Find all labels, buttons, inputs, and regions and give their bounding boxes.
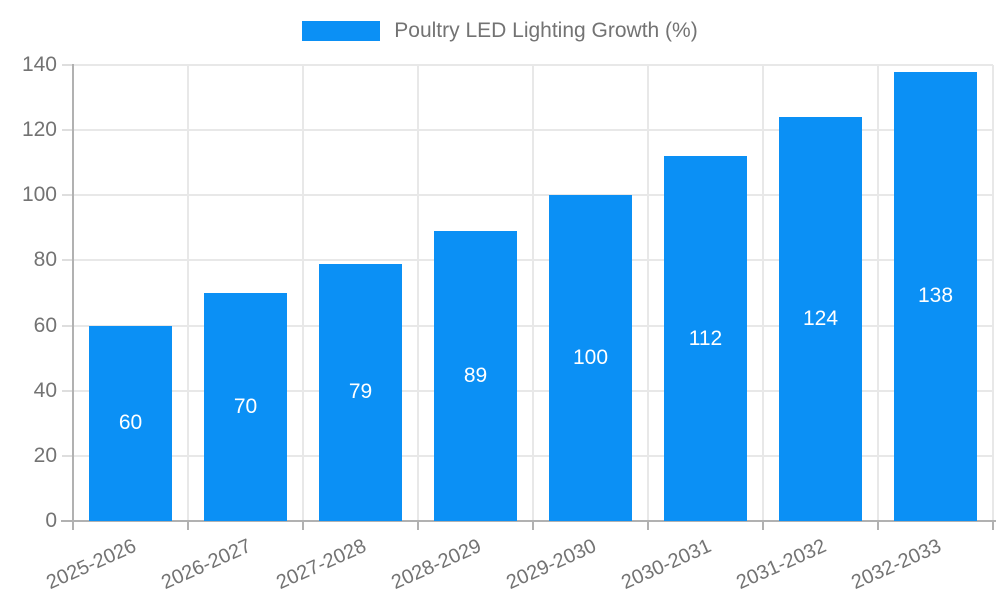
y-axis-line (72, 64, 74, 530)
x-gridline (187, 65, 189, 521)
y-axis-label: 100 (21, 183, 57, 207)
bar-value-label: 70 (233, 395, 258, 418)
bar-value-label: 100 (572, 346, 609, 370)
bar[interactable]: 124 (779, 117, 862, 521)
x-tick (417, 521, 419, 530)
bar-value-label: 60 (118, 411, 143, 435)
y-tick (62, 324, 73, 327)
y-axis-label: 0 (45, 509, 57, 532)
x-axis-label: 2029-2030 (503, 535, 600, 595)
bar[interactable]: 112 (664, 156, 747, 521)
y-axis-label: 120 (21, 118, 57, 142)
y-axis-label: 40 (33, 378, 57, 402)
bar[interactable]: 89 (434, 231, 517, 521)
x-tick (187, 521, 189, 530)
x-tick (877, 521, 879, 530)
legend-swatch (302, 21, 381, 41)
bar[interactable]: 100 (549, 195, 632, 521)
x-tick (647, 521, 649, 530)
y-tick (62, 194, 73, 197)
x-axis-label: 2032-2033 (848, 535, 945, 595)
x-gridline (647, 65, 649, 521)
y-tick (62, 64, 73, 66)
legend-label: Poultry LED Lighting Growth (%) (394, 19, 698, 42)
bar-value-label: 138 (917, 284, 954, 308)
x-axis-label: 2025-2026 (43, 535, 140, 595)
y-axis-label: 80 (33, 248, 57, 272)
x-tick (762, 521, 764, 530)
bar-value-label: 79 (348, 380, 373, 404)
x-tick (72, 521, 74, 530)
y-tick (62, 389, 73, 392)
y-axis-label: 20 (33, 443, 57, 467)
plot-area: 0 20 40 60 80 100 120 140 60 70 79 89 100 112 124 138 20… (22, 53, 996, 594)
bar[interactable]: 138 (894, 71, 977, 521)
x-gridline (302, 65, 304, 521)
x-axis-label: 2027-2028 (273, 535, 370, 595)
x-tick (302, 521, 304, 530)
x-axis-label: 2031-2032 (733, 535, 830, 595)
y-axis-label: 140 (21, 53, 57, 76)
legend[interactable]: Poultry LED Lighting Growth (%) (0, 19, 1000, 43)
x-gridline (992, 65, 994, 521)
bar[interactable]: 60 (89, 325, 172, 521)
bar-value-label: 112 (688, 326, 723, 350)
y-tick (62, 259, 73, 262)
x-tick (532, 521, 534, 530)
y-axis-label: 60 (33, 313, 57, 337)
x-tick (992, 521, 994, 530)
y-tick (62, 454, 73, 457)
y-tick (62, 129, 73, 132)
x-gridline (532, 65, 534, 521)
x-gridline (417, 65, 419, 521)
bar[interactable]: 79 (319, 263, 402, 521)
bar-value-label: 124 (802, 307, 839, 331)
x-gridline (762, 65, 764, 521)
x-axis-line (61, 520, 996, 522)
bar[interactable]: 70 (204, 293, 287, 521)
x-axis-label: 2030-2031 (618, 535, 715, 595)
bar-value-label: 89 (463, 364, 488, 388)
x-axis-label: 2028-2029 (388, 535, 485, 595)
x-axis-label: 2026-2027 (158, 535, 255, 595)
x-gridline (877, 65, 879, 521)
